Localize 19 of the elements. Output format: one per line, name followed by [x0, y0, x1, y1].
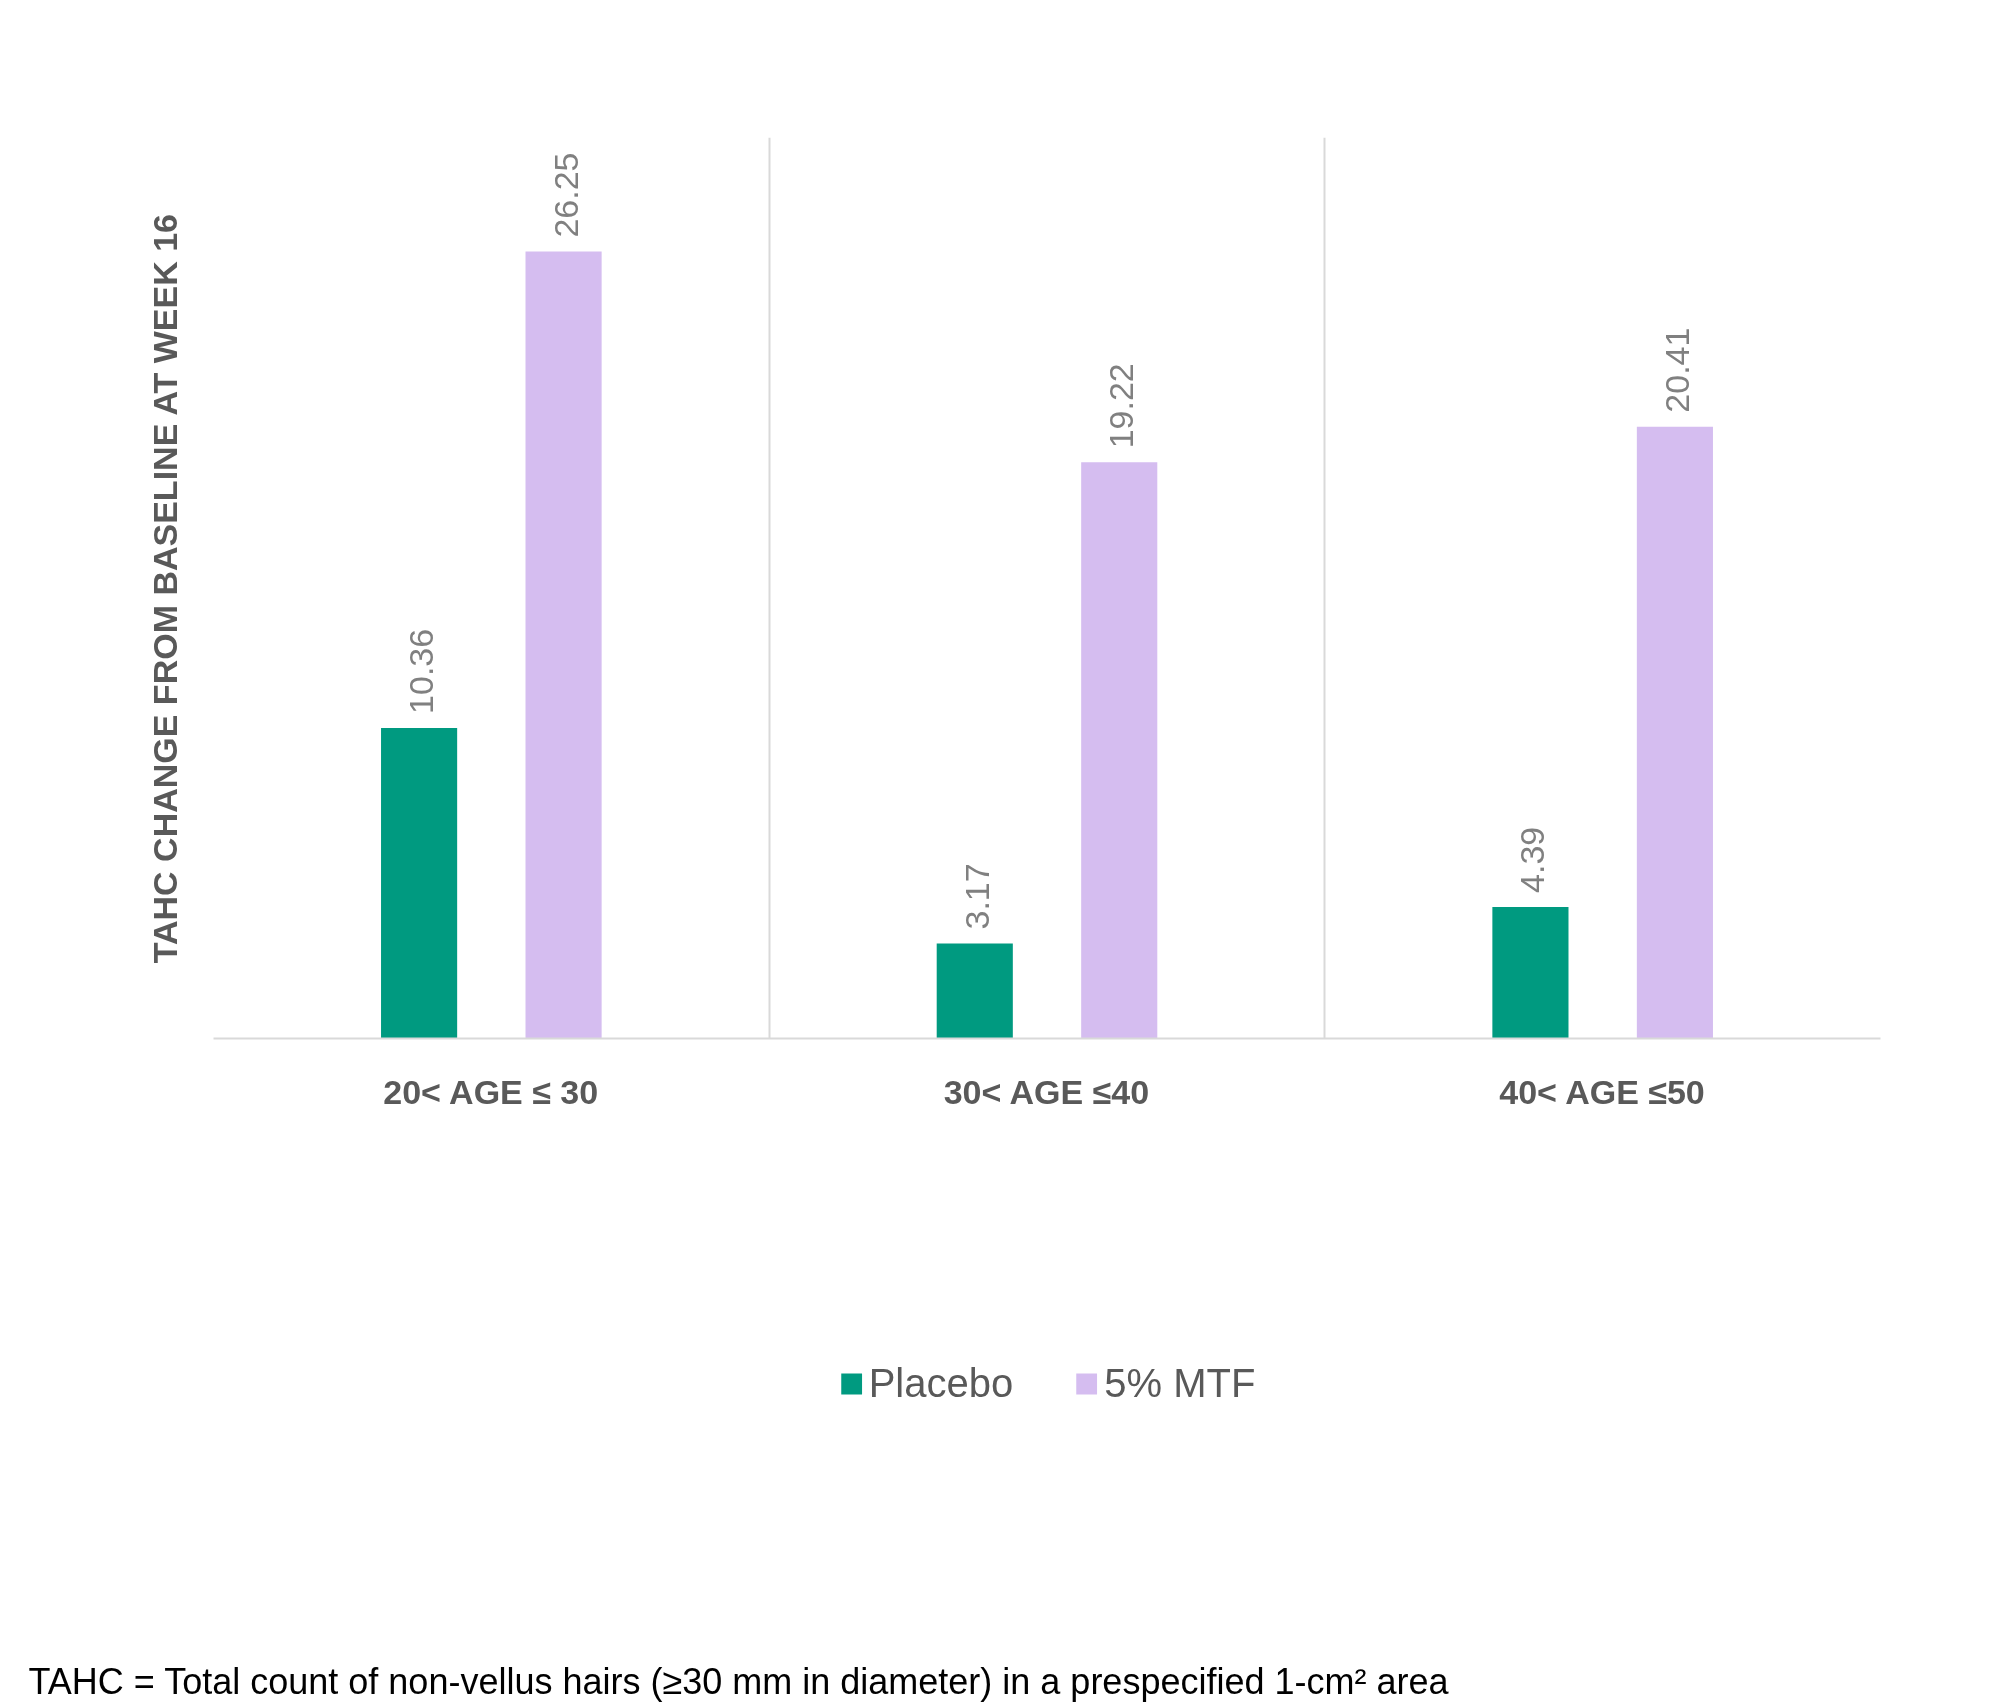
data-label: 4.39	[1513, 826, 1552, 893]
x-tick-label: 20< AGE ≤ 30	[383, 1072, 599, 1111]
bar	[1081, 462, 1158, 1039]
data-label: 20.41	[1657, 327, 1696, 413]
data-label: 26.25	[546, 152, 585, 238]
y-axis-title: TAHC CHANGE FROM BASELINE AT WEEK 16	[145, 213, 184, 964]
bar	[1636, 426, 1713, 1039]
legend-label: 5% MTF	[1104, 1360, 1256, 1406]
data-label: 19.22	[1102, 363, 1141, 449]
bar	[936, 943, 1013, 1039]
x-tick-label: 30< AGE ≤40	[943, 1072, 1150, 1111]
data-label: 3.17	[957, 863, 996, 930]
legend-label: Placebo	[868, 1360, 1014, 1406]
bar	[1492, 906, 1569, 1039]
bar	[381, 727, 458, 1039]
bar	[525, 251, 602, 1039]
data-label: 10.36	[402, 628, 441, 714]
x-tick-label: 40< AGE ≤50	[1499, 1072, 1705, 1111]
text: TAHC = Total count of non-vellus hairs (≥30 mm in diameter) in a prespecified 1-cm² area	[28, 1660, 1450, 1702]
